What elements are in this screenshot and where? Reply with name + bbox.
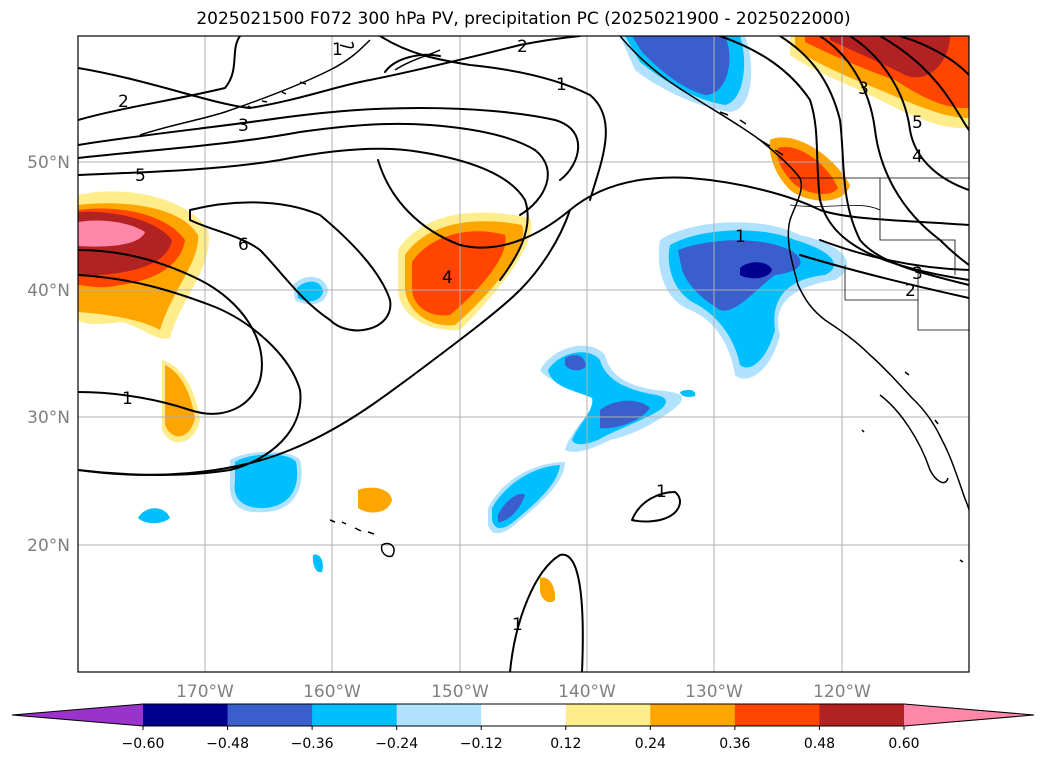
contour-label: 1	[512, 615, 523, 635]
contour-label: 6	[238, 235, 249, 255]
colorbar-tick-label: −0.24	[375, 736, 418, 752]
colorbar-extend-low	[12, 704, 143, 726]
contour-label: 2	[118, 92, 129, 112]
map-title: 2025021500 F072 300 hPa PV, precipitatio…	[196, 9, 851, 29]
colorbar-tick-label: 0.36	[719, 736, 750, 752]
colorbar-box	[650, 704, 736, 726]
colorbar-tick-label: 0.12	[550, 736, 581, 752]
lon-label-160w: 160°W	[303, 682, 361, 702]
lat-label-50n: 50°N	[27, 153, 70, 173]
pv-contours	[78, 36, 969, 672]
colorbar-box	[734, 704, 820, 726]
longitude-labels: 170°W 160°W 150°W 140°W 130°W 120°W	[176, 682, 871, 702]
colorbar-tick-label: 0.60	[888, 736, 919, 752]
colorbar-tick-label: −0.48	[206, 736, 249, 752]
colorbar-box	[143, 704, 229, 726]
contour-label: 5	[912, 113, 923, 133]
contour-label: 1	[122, 389, 133, 409]
colorbar-tick-label: −0.36	[291, 736, 334, 752]
precip-fill-west	[78, 191, 209, 443]
lon-label-150w: 150°W	[431, 682, 489, 702]
colorbar-box	[312, 704, 398, 726]
contour-label: 4	[442, 268, 453, 288]
colorbar-box	[227, 704, 313, 726]
contour-labels: 1 2 2 1 3 5 6 4 1 1 3 2 3 4 5 1 1	[118, 37, 923, 635]
contour-label: 3	[238, 116, 249, 136]
contour-label: 2	[905, 281, 916, 301]
colorbar-box	[565, 704, 651, 726]
contour-label: 1	[735, 227, 746, 247]
colorbar: −0.60 −0.48 −0.36 −0.24 −0.12 0.12 0.24 0.36 0.4…	[11, 703, 1035, 752]
colorbar-box	[396, 704, 482, 726]
lon-label-120w: 120°W	[813, 682, 871, 702]
contour-label: 3	[858, 79, 869, 99]
colorbar-extend-high	[904, 704, 1034, 726]
colorbar-box	[481, 704, 567, 726]
contour-label: 5	[135, 166, 146, 186]
lon-label-140w: 140°W	[558, 682, 616, 702]
colorbar-box	[819, 704, 905, 726]
lat-label-30n: 30°N	[27, 408, 70, 428]
contour-label: 3	[912, 264, 923, 284]
lon-label-170w: 170°W	[176, 682, 234, 702]
contour-label: 1	[556, 75, 567, 95]
colorbar-tick-label: 0.24	[635, 736, 666, 752]
lat-label-20n: 20°N	[27, 536, 70, 556]
colorbar-tick-label: 0.48	[804, 736, 835, 752]
contour-label: 2	[517, 37, 528, 57]
coastlines	[139, 36, 969, 563]
latitude-labels: 50°N 40°N 30°N 20°N	[27, 153, 70, 556]
contour-label: 4	[912, 147, 923, 167]
lat-label-40n: 40°N	[27, 281, 70, 301]
colorbar-tick-label: −0.12	[460, 736, 503, 752]
map-area	[78, 36, 969, 672]
lon-label-130w: 130°W	[685, 682, 743, 702]
contour-label: 1	[656, 482, 667, 502]
contour-label: 1	[332, 40, 343, 60]
colorbar-tick-label: −0.60	[122, 736, 165, 752]
map-frame	[77, 35, 970, 673]
